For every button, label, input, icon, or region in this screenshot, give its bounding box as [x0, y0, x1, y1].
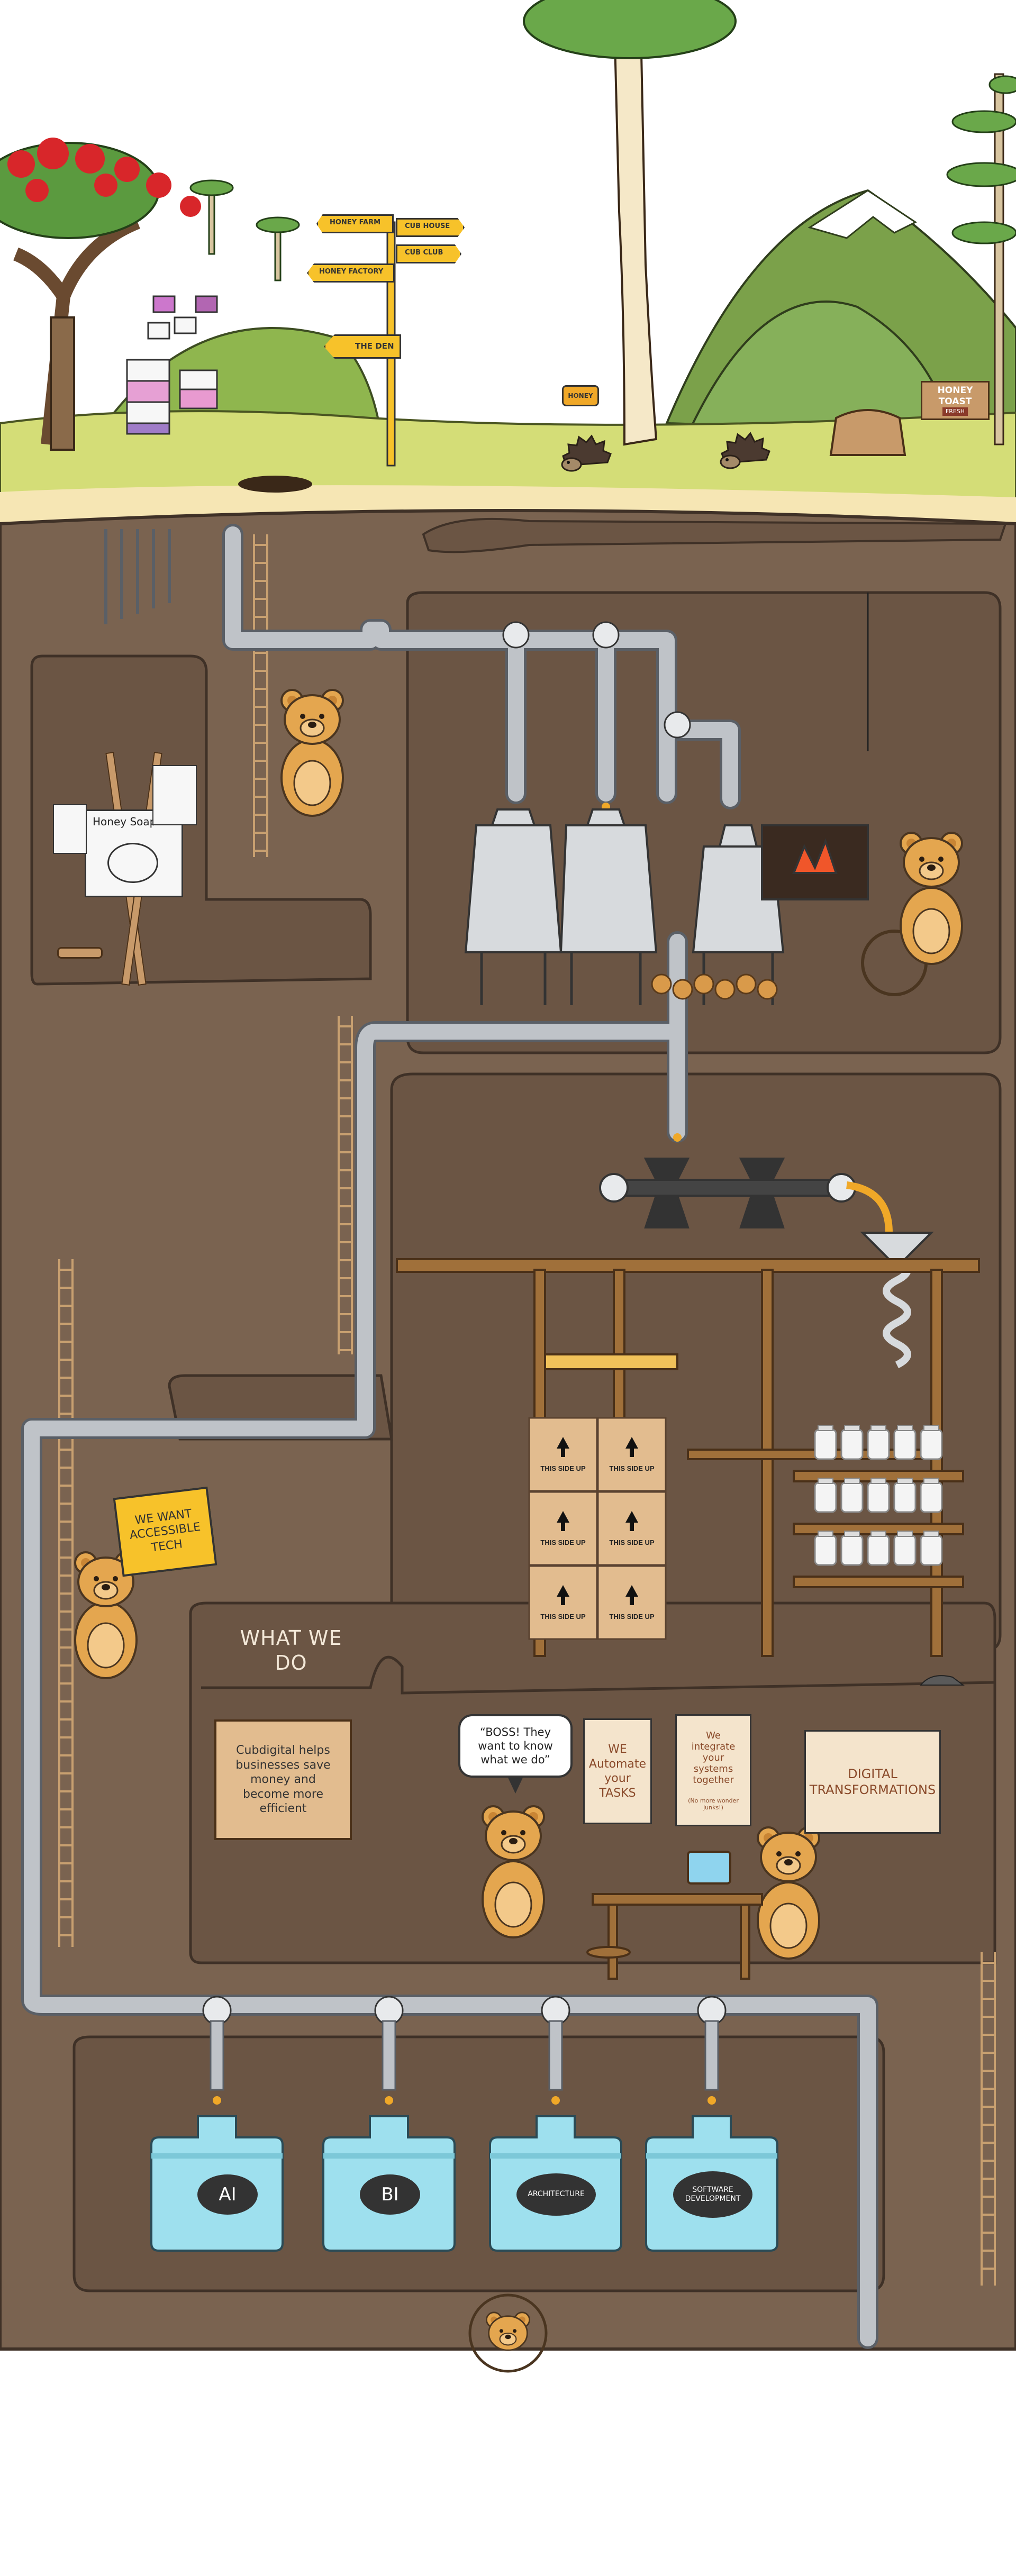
- tank-label-ai: AI: [197, 2174, 258, 2215]
- cave-easel: [30, 654, 372, 986]
- box: THIS SIDE UP: [528, 1491, 598, 1566]
- valves: [202, 621, 727, 2025]
- jar: [814, 1530, 837, 1566]
- jar: [893, 1530, 917, 1566]
- box: THIS SIDE UP: [597, 1417, 667, 1492]
- poster-automate: WE Automate your TASKS: [583, 1718, 652, 1824]
- honey-toast-sub: FRESH: [942, 407, 968, 416]
- jar: [867, 1424, 890, 1460]
- sign-the-den[interactable]: THE DEN: [324, 334, 401, 359]
- sign-cub-club[interactable]: CUB CLUB: [396, 244, 461, 263]
- bear-logo: [486, 2311, 530, 2351]
- sign-honey-farm-label: HONEY FARM: [330, 219, 381, 226]
- pipes-fill: [24, 526, 876, 2346]
- jars: [814, 1424, 943, 1566]
- kitchen: [464, 593, 928, 1005]
- box-label: THIS SIDE UP: [540, 1539, 586, 1546]
- speech-bubble-tail: [508, 1778, 523, 1794]
- poster-integrate-small: (No more wonder junks!): [688, 1797, 739, 1811]
- snow-cap: [808, 189, 917, 239]
- poster-integrate-text: We integrate your systems together: [691, 1730, 736, 1786]
- jar: [893, 1424, 917, 1460]
- beehives: [126, 295, 218, 435]
- sign-the-den-label: THE DEN: [355, 341, 394, 351]
- bear-climbing: [280, 689, 344, 817]
- box-label: THIS SIDE UP: [609, 1464, 655, 1472]
- sign-cub-club-label: CUB CLUB: [405, 249, 443, 257]
- ladders: [58, 534, 996, 2286]
- scaffold: [396, 1258, 980, 1657]
- jar: [840, 1424, 864, 1460]
- jar: [867, 1530, 890, 1566]
- jar: [840, 1530, 864, 1566]
- sign-cub-house[interactable]: CUB HOUSE: [396, 218, 465, 237]
- cubdigital-note: Cubdigital helps businesses save money a…: [214, 1719, 352, 1840]
- note-paper-1: [53, 804, 87, 854]
- jar: [814, 1477, 837, 1513]
- box: THIS SIDE UP: [597, 1565, 667, 1640]
- jar: [814, 1424, 837, 1460]
- jar: [893, 1477, 917, 1513]
- what-we-do-heading: WHAT WE DO: [240, 1626, 342, 1675]
- poster-integrate: We integrate your systems together (No m…: [675, 1714, 751, 1826]
- jar: [920, 1424, 943, 1460]
- box: THIS SIDE UP: [528, 1565, 598, 1640]
- sign-honey-farm[interactable]: HONEY FARM: [316, 214, 394, 233]
- poster-digital: DIGITAL TRANSFORMATIONS: [804, 1730, 941, 1834]
- tank-label-architecture: ARCHITECTURE: [516, 2173, 596, 2216]
- honey-toast-title: HONEY TOAST: [937, 385, 973, 407]
- bear-boss: [482, 1805, 545, 1938]
- bear-cook: [900, 832, 963, 965]
- easel-title: Honey Soap: [93, 815, 157, 828]
- honey-pot-label: HONEY: [562, 385, 599, 406]
- box-label: THIS SIDE UP: [540, 1613, 586, 1621]
- protest-sign: WE WANT ACCESSIBLE TECH: [113, 1486, 217, 1577]
- jar: [920, 1530, 943, 1566]
- jar: [867, 1477, 890, 1513]
- honey-toast-sign: HONEY TOAST FRESH: [921, 381, 990, 420]
- box-label: THIS SIDE UP: [540, 1464, 586, 1472]
- jar: [840, 1477, 864, 1513]
- bear-worker: [757, 1826, 820, 1960]
- box-label: THIS SIDE UP: [609, 1613, 655, 1621]
- conveyor: [599, 1158, 934, 1369]
- box: THIS SIDE UP: [528, 1417, 598, 1492]
- note-paper-2: [152, 765, 197, 825]
- box: THIS SIDE UP: [597, 1491, 667, 1566]
- tank-label-software-development: SOFTWARE DEVELOPMENT: [673, 2171, 752, 2218]
- surface: [0, 0, 1016, 561]
- desk: [586, 1851, 763, 1980]
- box-label: THIS SIDE UP: [609, 1539, 655, 1546]
- tank-label-bi: BI: [360, 2174, 420, 2215]
- sign-honey-factory[interactable]: HONEY FACTORY: [307, 263, 395, 283]
- sign-cub-house-label: CUB HOUSE: [405, 222, 450, 230]
- sign-honey-factory-label: HONEY FACTORY: [319, 268, 384, 276]
- boxes: THIS SIDE UP THIS SIDE UP THIS SIDE UP THIS…: [528, 1417, 667, 1640]
- jar: [920, 1477, 943, 1513]
- speech-bubble: “BOSS! They want to know what we do”: [458, 1714, 573, 1778]
- stool: [57, 947, 103, 959]
